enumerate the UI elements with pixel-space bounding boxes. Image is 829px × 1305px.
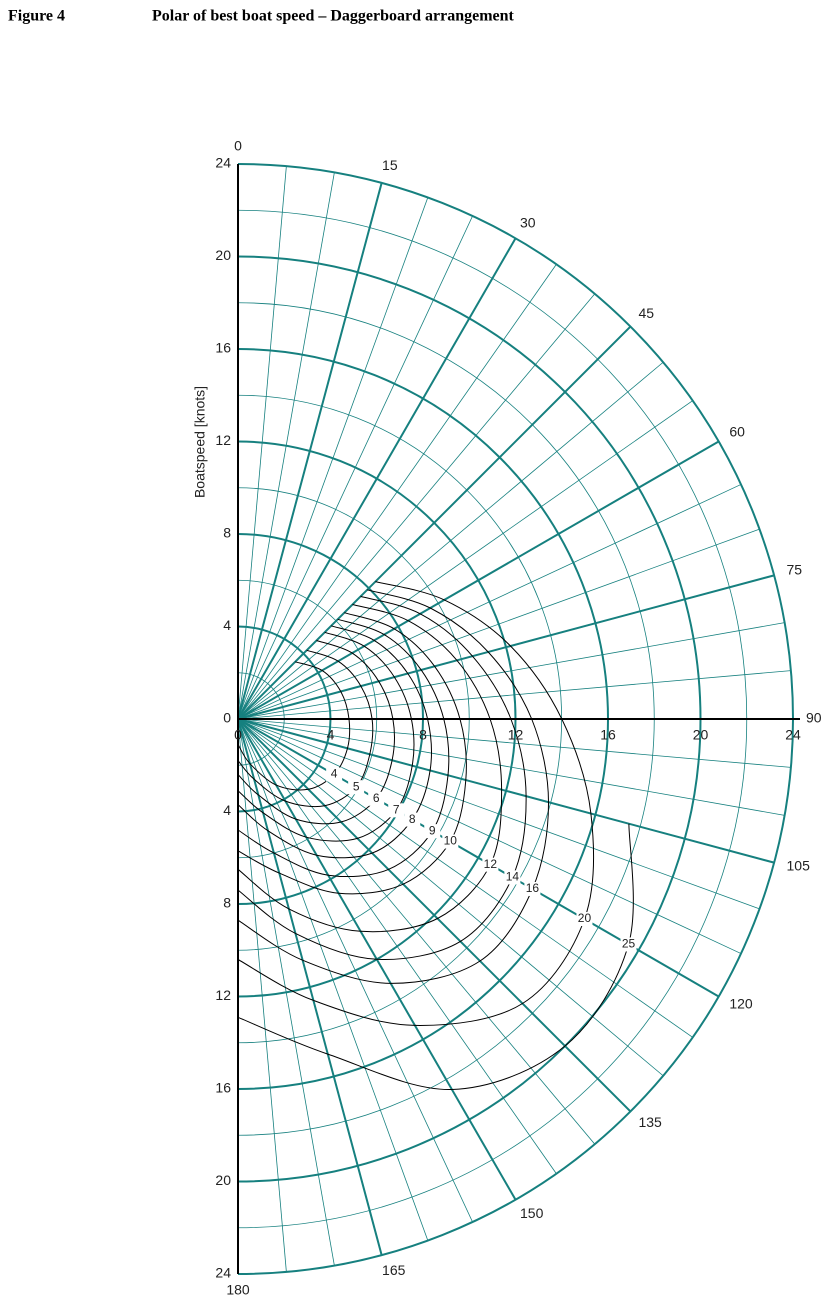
r-tick-label: 20: [215, 1172, 231, 1188]
angle-tick-label: 0: [234, 138, 242, 154]
labels: 0044488812121216161620202024242401530456…: [215, 138, 821, 1298]
series-label: 14: [506, 870, 520, 884]
label-bg: [620, 937, 637, 952]
label-bg: [404, 812, 421, 827]
polar-curve: [237, 640, 395, 825]
grid: [237, 163, 794, 1275]
polar-curve: [237, 625, 432, 859]
series-label: 8: [409, 812, 416, 826]
grid-radial: [237, 574, 775, 720]
angle-tick-label: 90: [806, 710, 822, 726]
r-tick-label: 24: [785, 727, 801, 743]
r-tick-label: 12: [215, 987, 231, 1003]
r-tick-label: 24: [215, 1265, 231, 1281]
r-tick-label: 4: [223, 617, 231, 633]
angle-tick-label: 180: [226, 1282, 250, 1298]
r-tick-label: 16: [215, 1080, 231, 1096]
series-label: 10: [444, 834, 458, 848]
polar-curve: [237, 823, 634, 1091]
angle-tick-label: 15: [382, 157, 398, 173]
grid-radial: [237, 718, 383, 1256]
r-tick-label: 4: [223, 802, 231, 818]
r-tick-label: 0: [223, 710, 231, 726]
grid-radial: [237, 182, 383, 720]
series-label: 7: [393, 803, 400, 817]
r-tick-label: 4: [327, 727, 335, 743]
polar-curve: [237, 612, 467, 895]
grid-radial: [237, 718, 775, 864]
label-bg: [368, 791, 385, 806]
r-tick-label: 12: [215, 432, 231, 448]
r-tick-label: 16: [215, 340, 231, 356]
chart-title: Polar of best boat speed – Daggerboard a…: [152, 8, 515, 25]
label-bg: [504, 870, 521, 885]
polar-curve: [237, 631, 415, 842]
series-label: 4: [331, 767, 338, 781]
series-label: 20: [578, 911, 592, 925]
angle-tick-label: 45: [638, 305, 654, 321]
label-bg: [326, 767, 343, 782]
label-bg: [424, 824, 441, 839]
grid-radial: [237, 718, 720, 998]
polar-curve: [237, 604, 503, 933]
grid-radial: [237, 440, 720, 720]
r-tick-label: 24: [215, 155, 231, 171]
series-label: 12: [484, 857, 498, 871]
label-bg: [348, 780, 365, 795]
angle-tick-label: 150: [520, 1205, 544, 1221]
r-tick-label: 20: [215, 247, 231, 263]
series-label: 25: [622, 937, 636, 951]
figure-label: Figure 4: [8, 8, 65, 25]
grid-radial: [237, 325, 632, 720]
label-bg: [576, 912, 593, 927]
series-label: 6: [373, 791, 380, 805]
label-bg: [388, 803, 405, 818]
angle-tick-label: 30: [520, 214, 536, 230]
angle-tick-label: 105: [787, 858, 811, 874]
angle-tick-label: 60: [729, 424, 745, 440]
polar-curve: [237, 618, 450, 878]
label-bg: [442, 834, 459, 849]
axis-label: Boatspeed [knots]: [192, 386, 208, 498]
angle-tick-label: 120: [729, 996, 753, 1012]
r-tick-label: 8: [223, 895, 231, 911]
r-tick-label: 8: [419, 727, 427, 743]
polar-curve: [237, 649, 374, 808]
polar-curve: [237, 581, 595, 1026]
polar-curve: [237, 661, 351, 791]
angle-tick-label: 75: [787, 562, 803, 578]
polar-curve: [237, 589, 550, 984]
label-bg: [524, 881, 541, 896]
series-label: 5: [353, 779, 360, 793]
r-tick-label: 20: [693, 727, 709, 743]
polar-curve: [237, 595, 527, 960]
r-tick-label: 8: [223, 525, 231, 541]
series-label: 16: [526, 881, 540, 895]
curves: [237, 581, 634, 1091]
angle-tick-label: 165: [382, 1262, 406, 1278]
series-label: 9: [429, 823, 436, 837]
r-tick-label: 0: [234, 727, 242, 743]
label-bg: [482, 857, 499, 872]
angle-tick-label: 135: [638, 1114, 662, 1130]
grid-radial: [237, 237, 517, 720]
r-tick-label: 12: [508, 727, 524, 743]
r-tick-label: 16: [600, 727, 616, 743]
